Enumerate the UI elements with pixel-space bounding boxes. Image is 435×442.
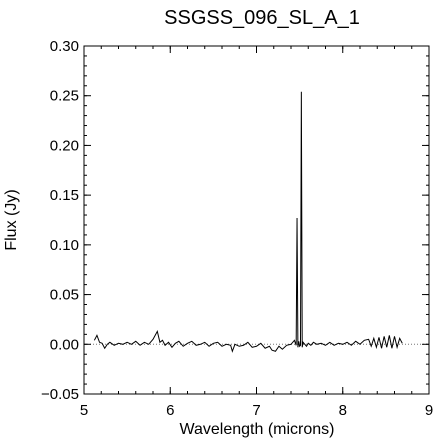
y-tick-label: 0.25: [50, 88, 79, 105]
x-axis-label: Wavelength (microns): [179, 421, 334, 438]
x-tick-label: 9: [425, 402, 433, 419]
x-tick-label: 7: [252, 402, 260, 419]
y-tick-label: 0.20: [50, 137, 79, 154]
x-tick-label: 8: [339, 402, 347, 419]
y-tick-label: 0.00: [50, 336, 79, 353]
y-axis-ticks: −0.05 0.00 0.05 0.10 0.15 0.20 0.25 0.30: [41, 38, 429, 403]
y-tick-label: 0.05: [50, 287, 79, 304]
y-tick-label: 0.30: [50, 38, 79, 55]
x-tick-label: 5: [80, 402, 88, 419]
y-tick-label: 0.10: [50, 237, 79, 254]
y-tick-label: 0.15: [50, 187, 79, 204]
y-axis-label: Flux (Jy): [3, 189, 20, 250]
y-tick-label: −0.05: [41, 386, 79, 403]
chart-title: SSGSS_096_SL_A_1: [164, 7, 360, 29]
x-tick-label: 6: [166, 402, 174, 419]
x-axis-ticks: 5 6 7 8 9: [80, 46, 433, 419]
spectrum-line: [93, 91, 403, 353]
series-group: [93, 91, 403, 353]
